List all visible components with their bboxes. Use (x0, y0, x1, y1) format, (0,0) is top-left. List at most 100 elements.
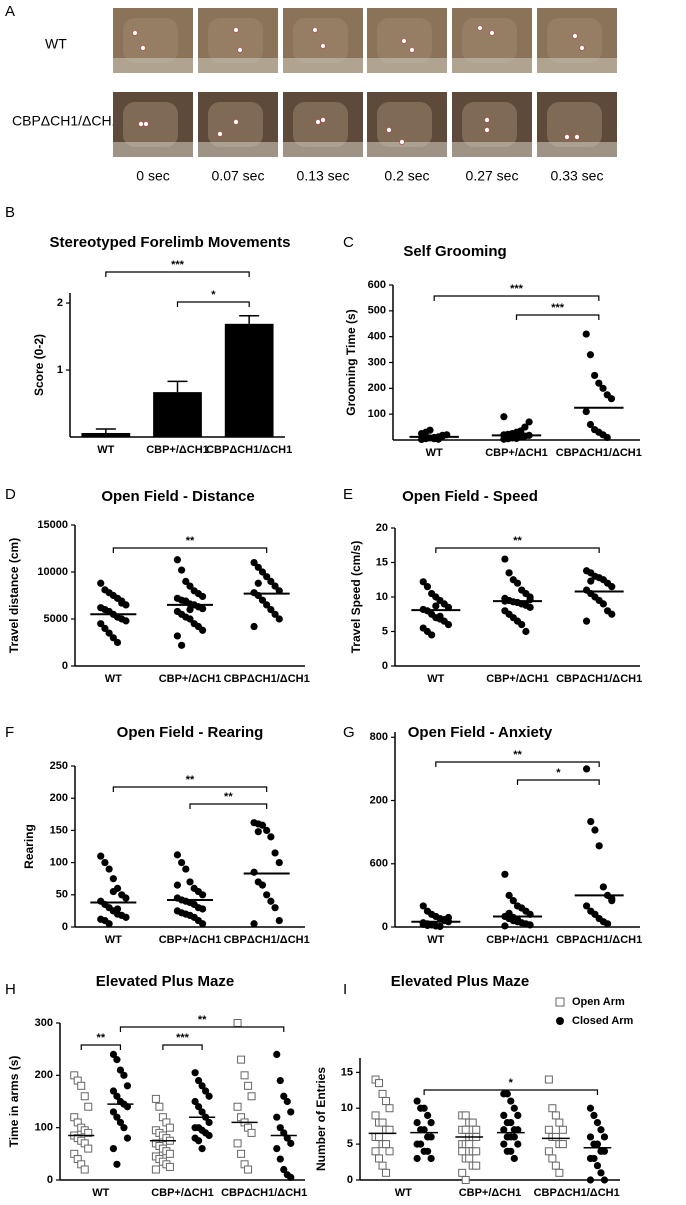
data-point (97, 579, 105, 587)
data-point (590, 1111, 598, 1120)
y-tick-label: 0 (382, 660, 388, 672)
tracking-dot (233, 119, 239, 125)
tracking-dot (143, 121, 149, 127)
legend-label: Closed Arm (572, 1015, 634, 1027)
bar (224, 323, 274, 437)
data-point (122, 617, 130, 625)
x-tick-label: CBP+/ΔCH1 (146, 444, 209, 456)
data-point (599, 600, 607, 608)
data-point (600, 1176, 609, 1184)
data-point (507, 1118, 515, 1127)
significance-label: ** (513, 535, 522, 547)
data-point (436, 922, 444, 931)
tracking-dot (399, 139, 405, 145)
data-point (120, 1071, 128, 1079)
data-point (271, 904, 279, 912)
panel-letter: C (343, 234, 354, 251)
data-point (558, 1140, 567, 1149)
tracking-dot (484, 127, 490, 133)
y-tick-label: 1 (57, 364, 63, 376)
data-point (118, 599, 126, 607)
data-point (603, 433, 611, 442)
x-tick-label: WT (395, 1187, 412, 1199)
data-point (182, 577, 190, 586)
panel-letter: I (343, 981, 347, 998)
time-label: 0 sec (136, 168, 169, 184)
data-point (424, 1111, 432, 1120)
data-point (385, 1147, 394, 1156)
y-tick-label: 0 (62, 921, 68, 933)
significance-bracket (433, 295, 600, 301)
data-point (513, 916, 522, 924)
data-point (413, 1097, 421, 1105)
significance-label: ** (198, 1014, 207, 1026)
data-point (151, 1094, 160, 1103)
data-point (275, 615, 283, 623)
x-tick-label: CBPΔCH1/ΔCH1 (556, 447, 642, 459)
data-point (461, 1125, 470, 1134)
data-point (199, 592, 207, 601)
data-point (287, 1108, 295, 1116)
significance-label: *** (176, 1032, 190, 1044)
data-point (165, 1149, 174, 1158)
x-tick-label: CBP+/ΔCH1 (159, 673, 222, 685)
data-point (109, 875, 117, 883)
data-point (591, 826, 599, 834)
data-point (122, 894, 130, 902)
data-point (122, 913, 130, 921)
data-point (258, 821, 267, 829)
frame-shade (547, 102, 602, 147)
data-point (199, 905, 207, 913)
time-label: 0.33 sec (551, 168, 604, 184)
data-point (472, 1125, 481, 1134)
data-point (548, 1154, 557, 1163)
y-tick-label: 50 (56, 889, 68, 901)
data-point (250, 559, 258, 567)
x-tick-label: CBPΔCH1/ΔCH1 (556, 673, 642, 685)
significance-bracket (80, 1044, 122, 1050)
data-point (113, 1092, 121, 1100)
data-point (595, 842, 603, 850)
data-point (113, 638, 122, 647)
y-tick-label: 800 (370, 731, 388, 743)
data-point (551, 1111, 560, 1120)
data-point (500, 1126, 508, 1134)
data-point (419, 902, 427, 910)
data-point (287, 1173, 295, 1181)
data-point (375, 1079, 384, 1088)
panel-letter: B (5, 204, 15, 221)
data-point (586, 1104, 595, 1112)
data-point (522, 627, 530, 636)
data-point (413, 1118, 421, 1127)
data-point (97, 852, 105, 860)
x-tick-label: WT (426, 447, 443, 459)
data-point (385, 1125, 394, 1134)
tracking-dot (320, 43, 326, 49)
data-point (173, 881, 181, 889)
data-point (548, 1104, 557, 1113)
chart-title: Open Field - Distance (101, 488, 254, 505)
data-point (465, 1140, 474, 1149)
data-point (178, 859, 186, 867)
significance-label: ** (186, 535, 195, 547)
data-point (105, 629, 113, 637)
data-point (101, 624, 109, 633)
data-point (84, 1128, 93, 1137)
data-point (250, 920, 258, 928)
x-tick-label: CBP+/ΔCH1 (485, 447, 548, 459)
chart-title: Open Field - Rearing (117, 724, 264, 741)
frame-shade (293, 18, 348, 63)
data-point (371, 1147, 380, 1156)
data-point (105, 920, 113, 928)
y-tick-label: 5 (347, 1138, 353, 1150)
data-point (426, 426, 434, 434)
legend-marker (555, 997, 565, 1007)
data-point (587, 577, 595, 585)
data-point (254, 579, 262, 587)
bar (81, 432, 131, 437)
data-point (84, 1144, 93, 1153)
frame-shade (462, 102, 517, 147)
data-point (385, 1104, 394, 1113)
y-tick-label: 600 (370, 858, 388, 870)
significance-label: ** (97, 1032, 106, 1044)
